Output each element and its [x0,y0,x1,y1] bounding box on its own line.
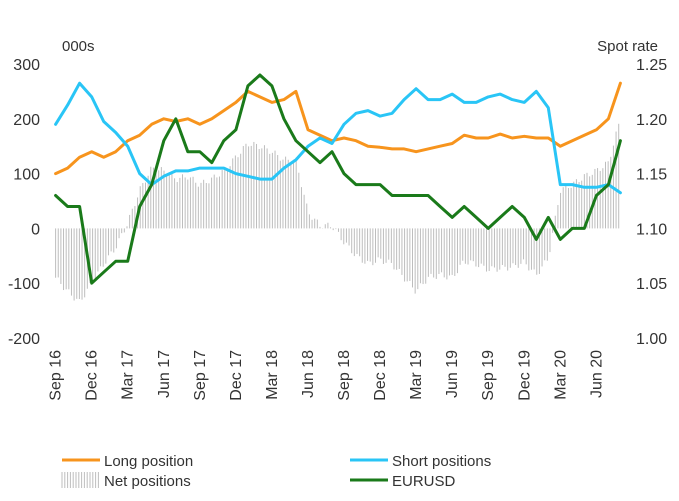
x-tick-label: Dec 17 [228,350,245,401]
right-tick-label: 1.25 [636,57,667,74]
left-tick-label: 300 [13,57,40,74]
legend-net-swatch [61,472,99,488]
left-tick-label: 200 [13,112,40,129]
left-tick-label: 100 [13,167,40,184]
right-tick-label: 1.00 [636,331,667,348]
x-tick-label: Sep 16 [48,350,65,401]
x-tick-label: Mar 17 [120,350,137,400]
x-tick-label: Sep 18 [336,350,353,401]
right-tick-label: 1.10 [636,221,667,238]
left-tick-label: -100 [8,276,40,293]
x-tick-label: Dec 19 [516,350,533,401]
left-axis-ticks: 300 200 100 0 -100 -200 [8,57,40,348]
legend: Long position Net positions Short positi… [61,453,491,490]
series-line-eurusd [54,73,622,285]
x-tick-label: Mar 19 [408,350,425,400]
right-tick-label: 1.20 [636,112,667,129]
x-axis-ticks: Sep 16 Dec 16 Mar 17 Jun 17 Sep 17 Dec 17 Mar … [48,350,606,401]
right-axis-ticks: 1.25 1.20 1.15 1.10 1.05 1.00 [636,57,667,348]
series-line-long-position [54,81,622,176]
x-tick-label: Jun 19 [444,350,461,398]
right-tick-label: 1.15 [636,167,667,184]
series-line-short-positions [54,81,622,195]
right-axis-title: Spot rate [597,38,658,55]
right-tick-label: 1.05 [636,276,667,293]
left-axis-title: 000s [62,38,95,55]
x-tick-label: Dec 16 [84,350,101,401]
legend-net-label: Net positions [104,473,191,490]
legend-short-label: Short positions [392,453,491,470]
net-positions-bars [55,123,620,301]
x-tick-label: Jun 20 [588,350,605,398]
series-lines [54,73,622,285]
left-tick-label: -200 [8,331,40,348]
x-tick-label: Mar 18 [264,350,281,400]
left-tick-label: 0 [31,221,40,238]
x-tick-label: Jun 17 [156,350,173,398]
x-tick-label: Sep 19 [480,350,497,401]
x-tick-label: Dec 18 [372,350,389,401]
x-tick-label: Mar 20 [552,350,569,400]
legend-long-label: Long position [104,453,193,470]
x-tick-label: Jun 18 [300,350,317,398]
legend-eurusd-label: EURUSD [392,473,456,490]
x-tick-label: Sep 17 [192,350,209,401]
